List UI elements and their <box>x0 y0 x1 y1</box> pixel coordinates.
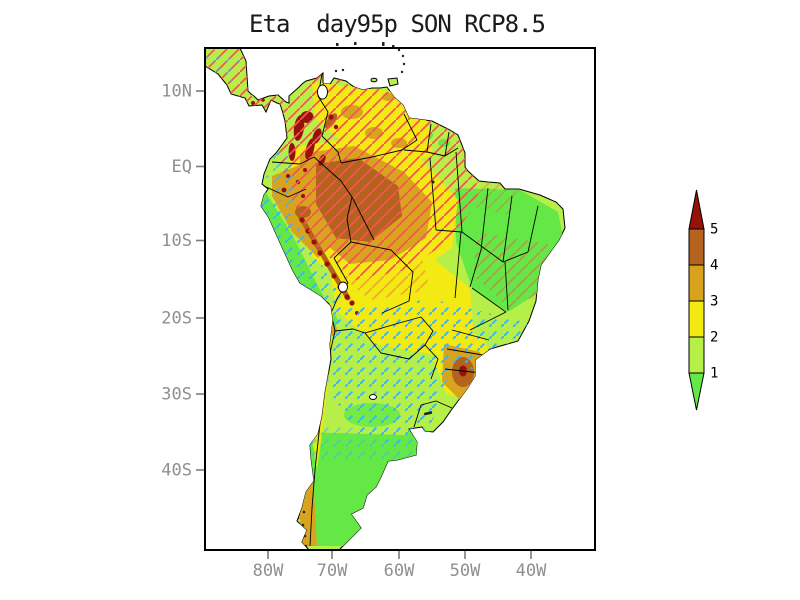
colorbar-segment-2-3 <box>688 300 705 338</box>
figure-title: Eta day95p SON RCP8.5 <box>249 10 545 38</box>
colorbar-label-3: 3 <box>710 294 718 310</box>
colorbar-label-5: 5 <box>710 222 718 238</box>
latitude-axis: 10N EQ 10S 20S 30S 40S <box>161 82 204 481</box>
lat-tick-30S: 30S <box>161 385 192 405</box>
colorbar-label-2: 2 <box>710 330 718 346</box>
trinidad-island <box>387 77 399 87</box>
lat-tick-EQ: EQ <box>172 157 192 177</box>
caribbean-islands <box>334 48 406 87</box>
colorbar-label-4: 4 <box>710 258 718 274</box>
lon-tick-50W: 50W <box>450 561 481 581</box>
colorbar-arrow-low <box>688 372 705 411</box>
lat-tick-20S: 20S <box>161 309 192 329</box>
lake-titicaca <box>338 281 348 293</box>
colorbar-label-1: 1 <box>710 366 718 382</box>
colorbar-segment-3-4 <box>688 264 705 302</box>
red-hatching <box>205 48 556 308</box>
lon-tick-40W: 40W <box>516 561 547 581</box>
colorbar-segment-4-5 <box>688 228 705 266</box>
lon-tick-70W: 70W <box>317 561 348 581</box>
colorbar-arrow-high <box>688 189 705 230</box>
map-area <box>205 47 566 550</box>
shaded-regions <box>205 48 564 548</box>
lat-tick-10S: 10S <box>161 231 192 251</box>
lat-tick-10N: 10N <box>161 82 192 102</box>
lon-tick-80W: 80W <box>253 561 284 581</box>
state-borders <box>351 151 539 374</box>
colorbar-segment-1-2 <box>688 336 705 374</box>
colorbar: 5 4 3 2 1 <box>688 189 718 411</box>
lon-tick-60W: 60W <box>384 561 415 581</box>
lat-tick-40S: 40S <box>161 461 192 481</box>
map-frame <box>204 47 596 551</box>
island-specks-top <box>336 42 395 48</box>
lake-mar-chiquita <box>369 394 377 400</box>
longitude-axis: 80W 70W 60W 50W 40W <box>253 551 547 581</box>
lake-maracaibo <box>317 84 328 100</box>
